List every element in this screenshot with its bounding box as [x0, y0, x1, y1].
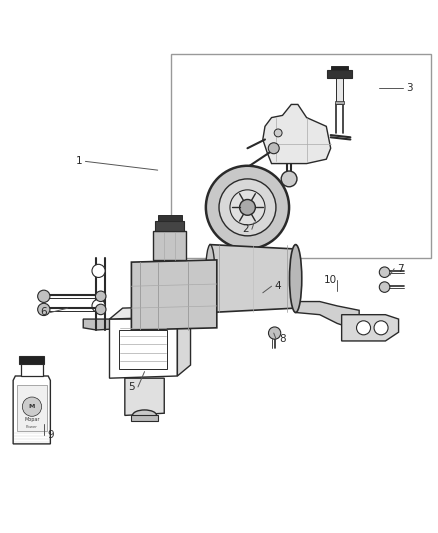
Text: 7: 7 [397, 264, 404, 273]
Circle shape [374, 321, 388, 335]
Ellipse shape [132, 410, 157, 421]
Circle shape [379, 282, 390, 292]
Text: 8: 8 [279, 334, 286, 344]
Text: 5: 5 [128, 382, 135, 392]
Bar [19, 356, 44, 364]
Text: M: M [29, 404, 35, 409]
Text: 10: 10 [324, 274, 337, 285]
Circle shape [240, 199, 255, 215]
Bar [327, 70, 352, 78]
Circle shape [230, 190, 265, 225]
Bar [158, 215, 182, 221]
Text: 2: 2 [242, 224, 249, 235]
Bar [335, 101, 344, 104]
Bar [171, 54, 431, 258]
Polygon shape [110, 319, 177, 378]
Text: 4: 4 [275, 281, 282, 291]
Text: 3: 3 [406, 83, 413, 93]
Text: 1: 1 [75, 156, 82, 166]
Polygon shape [83, 319, 131, 330]
Bar [336, 78, 343, 104]
Bar [21, 363, 43, 376]
Bar [153, 231, 186, 260]
Bar [17, 385, 47, 431]
Text: Power: Power [26, 425, 38, 429]
Circle shape [38, 290, 50, 302]
Bar [119, 330, 167, 369]
Text: 6: 6 [40, 308, 47, 318]
Text: 9: 9 [47, 430, 54, 440]
Ellipse shape [205, 245, 215, 312]
Ellipse shape [274, 129, 282, 137]
Polygon shape [110, 306, 191, 319]
Circle shape [95, 304, 106, 314]
Polygon shape [177, 306, 191, 376]
Circle shape [38, 303, 50, 316]
Bar [331, 66, 348, 70]
Circle shape [22, 397, 42, 416]
Polygon shape [13, 376, 50, 444]
Circle shape [92, 264, 105, 278]
Circle shape [95, 291, 106, 302]
Circle shape [379, 267, 390, 278]
Polygon shape [296, 302, 359, 328]
Circle shape [92, 300, 105, 312]
Bar [131, 415, 158, 421]
Polygon shape [210, 245, 296, 312]
Polygon shape [125, 378, 164, 415]
Circle shape [357, 321, 371, 335]
Polygon shape [263, 104, 331, 164]
Circle shape [281, 171, 297, 187]
Circle shape [268, 327, 281, 339]
Text: Mopar: Mopar [24, 417, 40, 422]
Ellipse shape [268, 143, 279, 154]
Ellipse shape [290, 245, 302, 312]
Bar [155, 221, 184, 231]
Circle shape [219, 179, 276, 236]
Polygon shape [342, 314, 399, 341]
Polygon shape [131, 260, 217, 330]
Circle shape [206, 166, 289, 249]
